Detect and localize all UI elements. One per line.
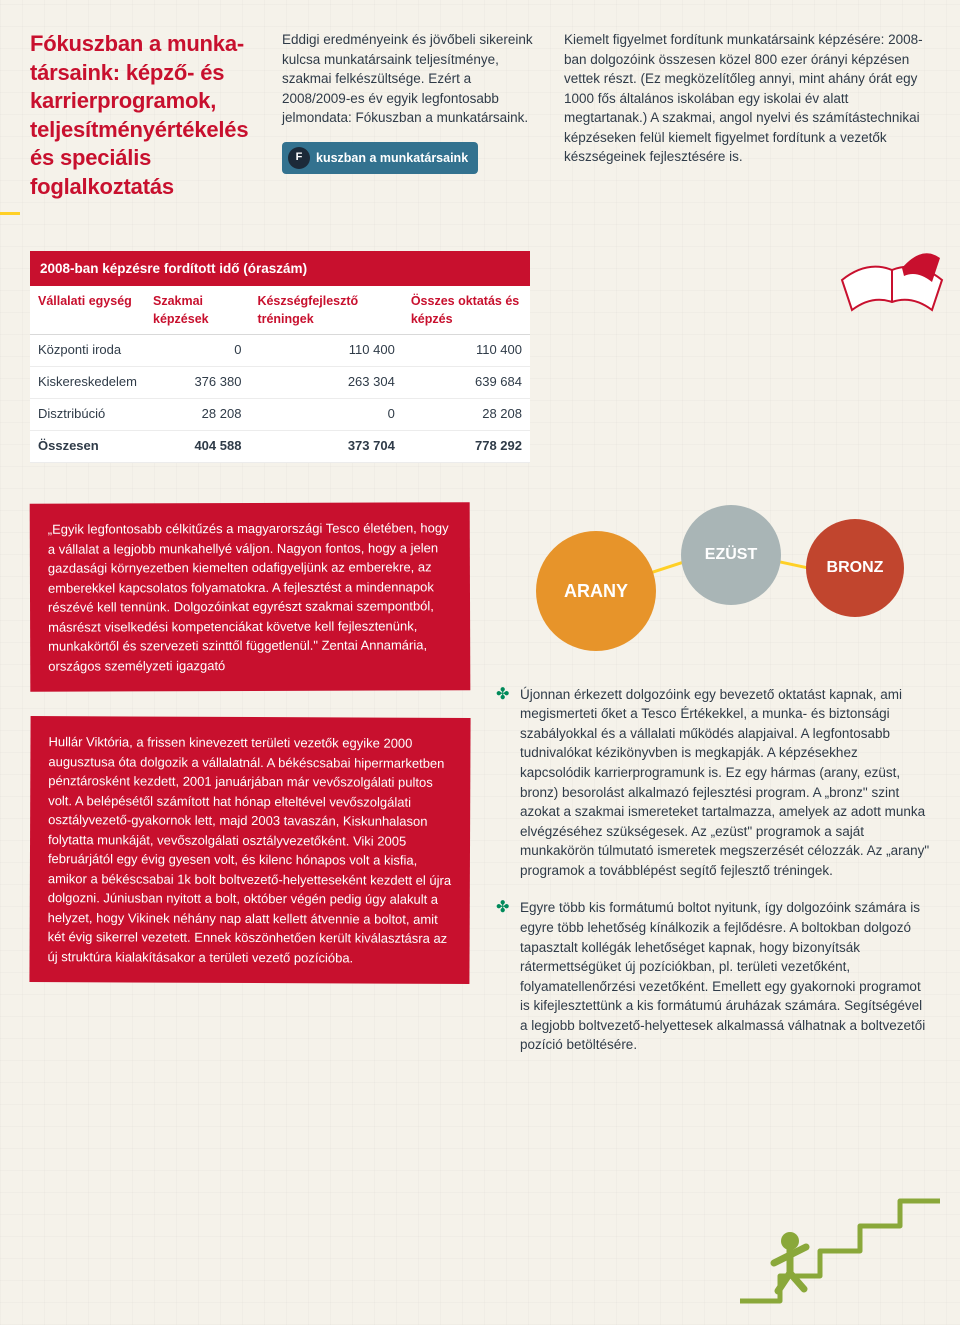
cell: 376 380 bbox=[145, 367, 249, 399]
bullet-text: Egyre több kis formátumú boltot nyitunk,… bbox=[520, 898, 930, 1055]
connector-line-left bbox=[0, 212, 20, 215]
page-headline: Fókuszban a munka-társaink: képző- és ka… bbox=[30, 30, 260, 202]
quote-box-2: Hullár Viktória, a frissen kinevezett te… bbox=[29, 716, 470, 984]
bullet-item: ✤ Egyre több kis formátumú boltot nyitun… bbox=[496, 898, 930, 1055]
table-row: Központi iroda 0 110 400 110 400 bbox=[30, 335, 530, 367]
bullet-text: Újonnan érkezett dolgozóink egy bevezető… bbox=[520, 685, 930, 881]
table-row: Kiskereskedelem 376 380 263 304 639 684 bbox=[30, 367, 530, 399]
clover-icon: ✤ bbox=[496, 900, 512, 916]
focus-badge-text: kuszban a munkatársaink bbox=[316, 149, 468, 167]
focus-badge: F kuszban a munkatársaink bbox=[282, 142, 478, 174]
right-paragraph: Kiemelt figyelmet fordítunk munkatársain… bbox=[564, 30, 930, 167]
table-col-0: Vállalati egység bbox=[30, 286, 145, 335]
cell: Összesen bbox=[30, 430, 145, 462]
cell: 0 bbox=[249, 399, 402, 431]
cell: 639 684 bbox=[403, 367, 530, 399]
cell: 0 bbox=[145, 335, 249, 367]
focus-badge-prefix: F bbox=[288, 147, 310, 169]
cell: 778 292 bbox=[403, 430, 530, 462]
medal-silver: EZÜST bbox=[681, 505, 781, 605]
training-hours-table: 2008-ban képzésre fordított idő (óraszám… bbox=[30, 251, 530, 463]
table-header-row: Vállalati egység Szakmai képzések Készsé… bbox=[30, 286, 530, 335]
cell: 404 588 bbox=[145, 430, 249, 462]
table-col-2: Készségfejlesztő tréningek bbox=[249, 286, 402, 335]
table-title: 2008-ban képzésre fordított idő (óraszám… bbox=[30, 251, 530, 287]
book-icon bbox=[832, 240, 952, 330]
cell: 28 208 bbox=[403, 399, 530, 431]
cell: 110 400 bbox=[403, 335, 530, 367]
bullet-item: ✤ Újonnan érkezett dolgozóink egy beveze… bbox=[496, 685, 930, 881]
cell: Központi iroda bbox=[30, 335, 145, 367]
table-col-1: Szakmai képzések bbox=[145, 286, 249, 335]
medal-bronze: BRONZ bbox=[806, 519, 904, 617]
medals-diagram: ARANY EZÜST BRONZ bbox=[496, 503, 930, 673]
cell: 263 304 bbox=[249, 367, 402, 399]
intro-paragraph: Eddigi eredményeink és jövőbeli sikerein… bbox=[282, 30, 542, 128]
cell: 110 400 bbox=[249, 335, 402, 367]
cell: 373 704 bbox=[249, 430, 402, 462]
table-col-3: Összes oktatás és képzés bbox=[403, 286, 530, 335]
stairs-figure-icon bbox=[740, 1151, 940, 1311]
table-row-total: Összesen 404 588 373 704 778 292 bbox=[30, 430, 530, 462]
clover-icon: ✤ bbox=[496, 687, 512, 703]
table-row: Disztribúció 28 208 0 28 208 bbox=[30, 399, 530, 431]
cell: Disztribúció bbox=[30, 399, 145, 431]
cell: Kiskereskedelem bbox=[30, 367, 145, 399]
cell: 28 208 bbox=[145, 399, 249, 431]
medal-gold: ARANY bbox=[536, 531, 656, 651]
quote-box-1: „Egyik legfontosabb célkitűzés a magyaro… bbox=[30, 502, 471, 692]
